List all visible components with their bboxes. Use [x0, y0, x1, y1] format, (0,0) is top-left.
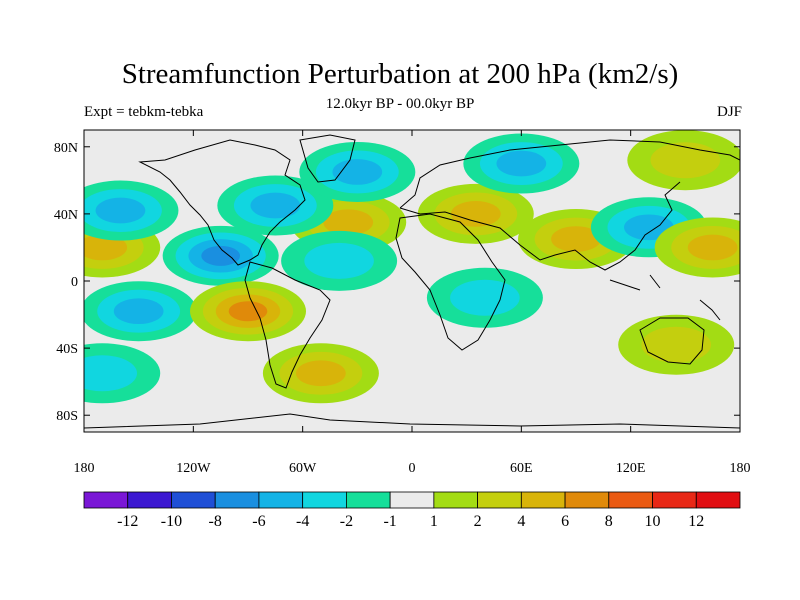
colorbar-swatch — [389, 491, 435, 509]
contour-low-3-level-4 — [113, 298, 164, 325]
contour-high-0-level-4 — [84, 234, 128, 261]
north-america-coast — [138, 139, 306, 266]
longitude-axis: 180 120W 60W 0 60E 120E 180 — [74, 130, 751, 476]
latitude-axis: 80N 40N 0 40S 80S — [54, 141, 740, 424]
colorbar: -12 -10 -8 -6 -4 -2 -1 1 2 4 6 8 10 12 — [83, 491, 741, 530]
colorbar-label: 6 — [561, 513, 569, 530]
lat-tick-label: 80N — [54, 141, 78, 156]
lon-tick-label: 180 — [74, 461, 95, 476]
colorbar-swatch — [652, 491, 697, 509]
colorbar-label: 2 — [474, 513, 482, 530]
contour-high-5-level-4 — [323, 209, 374, 236]
colorbar-swatch — [564, 491, 610, 509]
contour-high-18-level-2 — [641, 326, 712, 363]
lon-tick-label: 0 — [409, 461, 416, 476]
contour-low-17-level-2 — [84, 355, 138, 392]
contour-high-4-level-6 — [228, 301, 268, 322]
colorbar-swatch — [695, 491, 741, 509]
colorbar-swatch — [433, 491, 479, 509]
lat-tick-label: 80S — [56, 409, 78, 424]
contour-field — [84, 130, 740, 432]
colorbar-label: -10 — [161, 513, 182, 530]
colorbar-swatch — [608, 491, 653, 509]
contour-high-10-level-4 — [551, 226, 601, 252]
contour-low-11-level-4 — [496, 150, 547, 177]
colorbar-label: -12 — [117, 513, 138, 530]
antarctica-coast — [84, 413, 740, 429]
colorbar-swatch — [302, 491, 347, 509]
colorbar-label: 1 — [430, 513, 438, 530]
contour-high-14-level-2 — [650, 142, 721, 179]
contour-low-15-level-2 — [450, 279, 520, 316]
lon-tick-label: 60E — [510, 461, 533, 476]
greenland-coast — [299, 134, 356, 183]
experiment-label: Expt = tebkm-tebka — [84, 104, 204, 120]
colorbar-swatch — [345, 491, 391, 509]
colorbar-swatch — [214, 491, 260, 509]
lat-tick-label: 40N — [54, 208, 78, 223]
contour-low-1-level-4 — [95, 197, 146, 224]
colorbar-label: 4 — [517, 513, 525, 530]
colorbar-label: 10 — [645, 513, 661, 530]
australia-coast — [639, 317, 705, 365]
contour-high-9-level-4 — [450, 201, 501, 227]
contour-high-16-level-4 — [296, 360, 346, 387]
lat-tick-label: 40S — [56, 342, 78, 357]
colorbar-label: -8 — [209, 513, 222, 530]
lon-tick-label: 180 — [730, 461, 751, 476]
plot-title: Streamfunction Perturbation at 200 hPa (… — [121, 58, 679, 90]
colorbar-swatch — [83, 491, 129, 509]
colorbar-swatch — [520, 491, 566, 509]
coastlines — [84, 134, 740, 429]
colorbar-label: -1 — [383, 513, 396, 530]
south-america-coast — [244, 261, 331, 389]
colorbar-swatch — [477, 491, 522, 509]
africa-coast — [395, 213, 506, 351]
lon-tick-label: 120W — [176, 461, 211, 476]
colorbar-label: -6 — [252, 513, 265, 530]
contour-low-2-level-6 — [201, 245, 241, 266]
colorbar-swatch — [258, 491, 304, 509]
contour-low-8-level-2 — [304, 242, 374, 279]
contour-high-13-level-4 — [687, 234, 738, 261]
plot-subtitle: 12.0kyr BP - 00.0kyr BP — [325, 96, 475, 112]
colorbar-swatch — [171, 491, 216, 509]
colorbar-label: -2 — [340, 513, 353, 530]
lon-tick-label: 120E — [616, 461, 646, 476]
season-label: DJF — [716, 104, 742, 120]
colorbar-label: 12 — [688, 513, 704, 530]
europe-asia-coast — [399, 139, 740, 271]
colorbar-swatch — [127, 491, 172, 509]
contour-low-6-level-4 — [250, 192, 301, 219]
lon-tick-label: 60W — [289, 461, 317, 476]
colorbar-label: -4 — [296, 513, 309, 530]
lat-tick-label: 0 — [71, 275, 78, 290]
se-asia-islands-coast — [609, 274, 721, 321]
colorbar-label: 8 — [605, 513, 613, 530]
contour-low-7-level-4 — [332, 159, 383, 185]
